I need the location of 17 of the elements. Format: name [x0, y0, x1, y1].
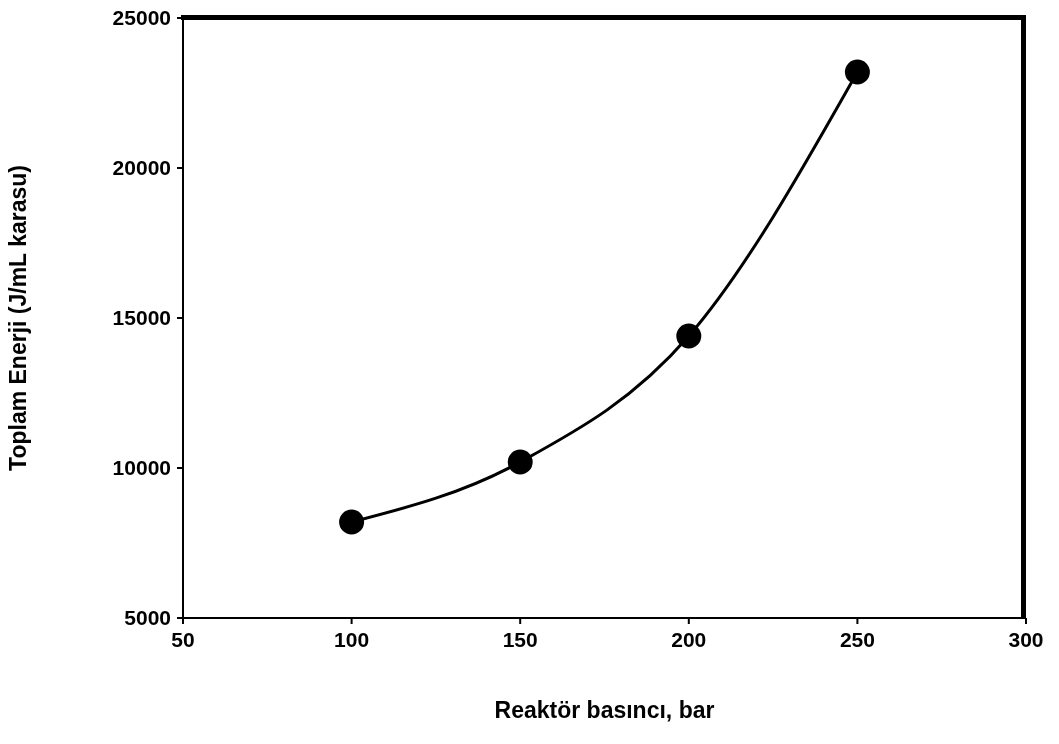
x-axis-title: Reaktör basıncı, bar [494, 697, 715, 723]
x-tick-label: 100 [334, 627, 370, 651]
y-tick-label: 15000 [112, 306, 171, 330]
y-tick-label: 25000 [112, 6, 171, 30]
point [844, 59, 870, 85]
point [339, 509, 365, 535]
x-tick-label: 250 [839, 627, 875, 651]
x-tick-label: 200 [671, 627, 707, 651]
x-tick-label: 150 [502, 627, 538, 651]
point [507, 449, 533, 475]
x-tick-label: 50 [171, 627, 195, 651]
x-tick-label: 300 [1008, 627, 1044, 651]
point [676, 323, 702, 349]
y-axis-title: Toplam Enerji (J/mL karasu) [5, 165, 32, 471]
y-tick-label: 20000 [112, 156, 171, 180]
y-tick-label: 5000 [124, 606, 171, 630]
y-tick-label: 10000 [112, 456, 171, 480]
